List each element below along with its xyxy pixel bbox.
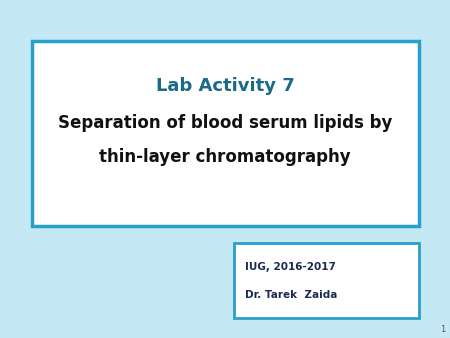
Text: thin-layer chromatography: thin-layer chromatography: [99, 148, 351, 166]
Text: Dr. Tarek  Zaida: Dr. Tarek Zaida: [245, 290, 338, 300]
Text: 1: 1: [440, 325, 445, 334]
FancyBboxPatch shape: [32, 41, 419, 226]
Text: Separation of blood serum lipids by: Separation of blood serum lipids by: [58, 114, 392, 132]
FancyBboxPatch shape: [234, 243, 418, 318]
Text: Lab Activity 7: Lab Activity 7: [156, 77, 294, 95]
Text: IUG, 2016-2017: IUG, 2016-2017: [245, 262, 336, 272]
